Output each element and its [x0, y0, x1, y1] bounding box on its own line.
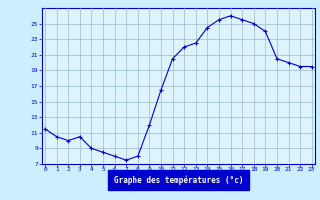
X-axis label: Graphe des températures (°c): Graphe des températures (°c) — [114, 175, 243, 185]
